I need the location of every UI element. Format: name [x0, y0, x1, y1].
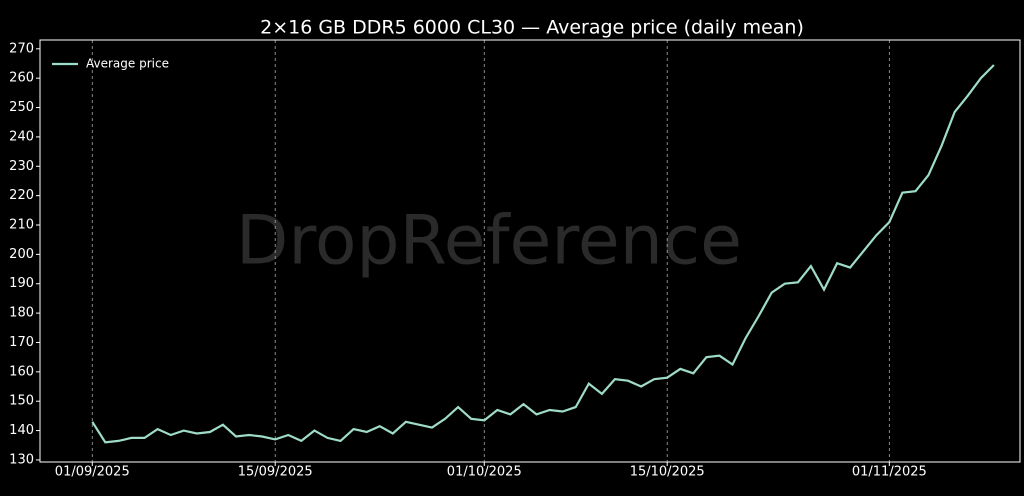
- plot-frame: [39, 39, 1021, 463]
- y-tick-label: 200: [9, 247, 34, 262]
- y-tick-label: 270: [9, 41, 34, 56]
- y-tick-label: 130: [9, 452, 34, 467]
- x-tick-label: 15/10/2025: [630, 465, 705, 480]
- y-tick-label: 260: [9, 71, 34, 86]
- x-tick-label: 01/09/2025: [55, 465, 130, 480]
- y-tick-label: 210: [9, 218, 34, 233]
- chart-title: 2×16 GB DDR5 6000 CL30 — Average price (…: [260, 17, 804, 39]
- y-tick-label: 180: [9, 306, 34, 321]
- y-tick-label: 160: [9, 364, 34, 379]
- legend-label: Average price: [86, 57, 169, 71]
- y-tick-label: 140: [9, 423, 34, 438]
- x-tick-label: 01/10/2025: [447, 465, 522, 480]
- y-tick-label: 220: [9, 188, 34, 203]
- y-tick-label: 250: [9, 100, 34, 115]
- y-tick-label: 240: [9, 129, 34, 144]
- x-tick-label: 15/09/2025: [238, 465, 313, 480]
- y-tick-label: 150: [9, 394, 34, 409]
- y-tick-label: 190: [9, 276, 34, 291]
- x-tick-label: 01/11/2025: [852, 465, 927, 480]
- watermark: DropReference: [236, 202, 742, 281]
- y-tick-label: 170: [9, 335, 34, 350]
- price-line: [91, 64, 995, 444]
- y-tick-label: 230: [9, 159, 34, 174]
